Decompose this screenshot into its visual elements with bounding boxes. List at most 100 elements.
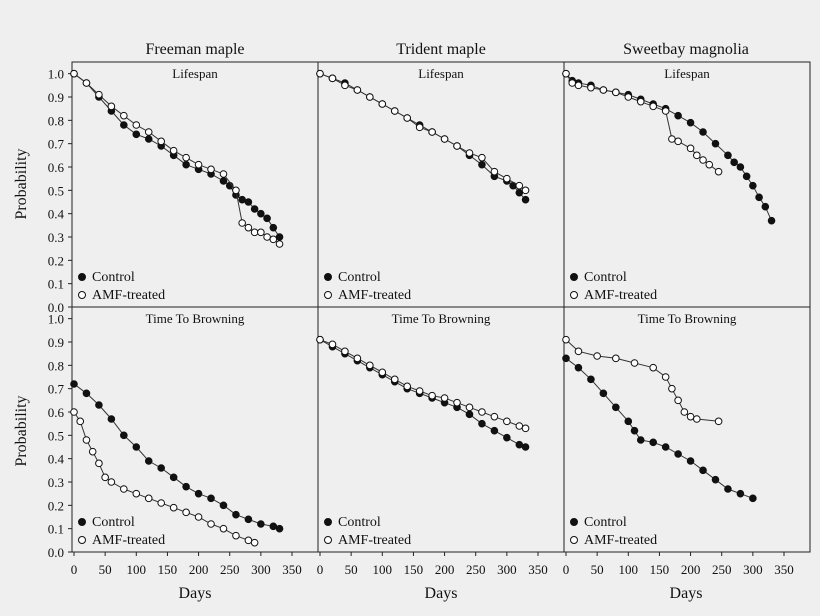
data-point-amf bbox=[328, 340, 337, 349]
legend-label-control: Control bbox=[92, 515, 135, 530]
data-point-amf bbox=[587, 83, 595, 92]
data-point-amf bbox=[353, 86, 362, 94]
data-point-amf bbox=[169, 503, 178, 512]
x-tick-label: 350 bbox=[774, 562, 794, 577]
data-point-amf bbox=[574, 347, 583, 356]
data-point-amf bbox=[568, 79, 577, 87]
data-point-amf bbox=[699, 156, 707, 164]
x-axis-label-freeman: Days bbox=[179, 585, 212, 602]
y-tick-label: 0.3 bbox=[48, 230, 64, 245]
data-point-amf bbox=[207, 165, 215, 174]
data-point-amf bbox=[378, 100, 387, 108]
data-point-control bbox=[257, 520, 265, 528]
x-tick-label: 100 bbox=[619, 562, 639, 577]
data-point-control bbox=[478, 160, 486, 169]
y-tick-label: 0.7 bbox=[48, 137, 65, 152]
data-point-amf bbox=[70, 408, 78, 416]
legend-label-amf: AMF-treated bbox=[92, 288, 165, 303]
data-point-control bbox=[749, 494, 757, 503]
y-axis-label-bottom: Probability bbox=[13, 395, 30, 466]
x-tick-label: 100 bbox=[127, 562, 147, 577]
data-point-amf bbox=[661, 107, 670, 115]
data-point-control bbox=[699, 466, 707, 475]
chart-panels: Lifespan 0.0 0.1 0.2 0.3 0.4 0.5 0.6 0.7 0.8 0.9 1.… bbox=[48, 61, 811, 577]
data-point-amf bbox=[515, 422, 524, 430]
series-line-amf bbox=[73, 73, 280, 245]
legend-label-control: Control bbox=[92, 270, 135, 285]
data-point-amf bbox=[693, 415, 701, 423]
x-tick-label: 0 bbox=[317, 562, 324, 577]
panel-title: Time To Browning bbox=[638, 311, 737, 326]
data-point-control bbox=[724, 485, 732, 493]
data-point-amf bbox=[269, 235, 278, 244]
data-point-amf bbox=[366, 93, 374, 101]
y-tick-label: 0.1 bbox=[48, 277, 64, 292]
data-point-amf bbox=[415, 387, 424, 395]
x-axis-label-sweetbay: Days bbox=[670, 585, 703, 602]
data-point-amf bbox=[490, 167, 499, 176]
data-point-control bbox=[661, 443, 670, 451]
data-point-amf bbox=[686, 144, 695, 153]
data-point-amf bbox=[674, 396, 682, 405]
data-point-control bbox=[207, 494, 215, 503]
x-tick-label: 0 bbox=[563, 562, 570, 577]
data-point-control bbox=[742, 172, 751, 181]
data-point-amf bbox=[599, 86, 608, 94]
data-point-control bbox=[686, 118, 695, 127]
data-point-control bbox=[95, 401, 103, 409]
data-point-amf bbox=[120, 111, 128, 120]
data-point-control bbox=[194, 489, 203, 498]
data-point-amf bbox=[612, 88, 620, 97]
panel-title: Lifespan bbox=[172, 66, 218, 81]
y-tick-label: 0.7 bbox=[48, 382, 65, 397]
data-point-amf bbox=[562, 69, 570, 78]
data-point-amf bbox=[465, 403, 474, 412]
legend-label-control: Control bbox=[584, 270, 627, 285]
x-tick-label: 50 bbox=[99, 562, 112, 577]
data-point-control bbox=[736, 163, 745, 171]
y-tick-label: 1.0 bbox=[48, 67, 64, 82]
data-point-amf bbox=[428, 128, 436, 136]
panel-sweetbay-magnolia-time-to-browning: Time To Browning 0 50 100 150 200 250 300 350 Con… bbox=[562, 306, 811, 577]
legend-label-amf: AMF-treated bbox=[338, 288, 411, 303]
panel-trident-maple-time-to-browning: Time To Browning 0 50 100 150 200 250 300 350 Con… bbox=[316, 306, 565, 577]
legend-label-control: Control bbox=[584, 515, 627, 530]
data-point-control bbox=[269, 223, 278, 232]
data-point-amf bbox=[714, 417, 723, 426]
legend-marker-amf bbox=[78, 291, 86, 299]
data-point-control bbox=[724, 151, 732, 160]
data-point-control bbox=[521, 195, 530, 204]
x-tick-label: 300 bbox=[251, 562, 271, 577]
data-point-control bbox=[465, 410, 474, 419]
data-point-control bbox=[686, 457, 695, 465]
data-point-control bbox=[82, 389, 91, 398]
data-point-amf bbox=[503, 174, 511, 183]
data-point-amf bbox=[232, 186, 240, 195]
data-point-amf bbox=[250, 228, 259, 237]
data-point-control bbox=[244, 198, 253, 206]
legend-label-amf: AMF-treated bbox=[584, 288, 657, 303]
y-tick-label: 0.9 bbox=[48, 90, 64, 105]
data-point-control bbox=[699, 128, 707, 136]
data-point-control bbox=[730, 158, 738, 167]
legend-marker-control bbox=[570, 518, 578, 526]
data-point-control bbox=[478, 419, 486, 428]
x-tick-label: 150 bbox=[650, 562, 670, 577]
data-point-amf bbox=[693, 151, 701, 160]
y-axis-label-top: Probability bbox=[13, 148, 30, 219]
data-point-amf bbox=[478, 408, 486, 416]
y-tick-label: 0.4 bbox=[48, 452, 65, 467]
data-point-amf bbox=[593, 352, 601, 360]
data-point-control bbox=[574, 363, 583, 372]
x-tick-label: 250 bbox=[712, 562, 732, 577]
legend-marker-amf bbox=[570, 291, 578, 299]
x-tick-label: 250 bbox=[220, 562, 240, 577]
data-point-amf bbox=[574, 81, 583, 90]
data-point-amf bbox=[668, 384, 676, 393]
data-point-control bbox=[587, 375, 595, 384]
panel-frame bbox=[563, 306, 811, 553]
data-point-amf bbox=[649, 102, 658, 111]
data-point-amf bbox=[182, 153, 190, 162]
legend-label-amf: AMF-treated bbox=[92, 533, 165, 548]
data-point-control bbox=[144, 457, 153, 465]
